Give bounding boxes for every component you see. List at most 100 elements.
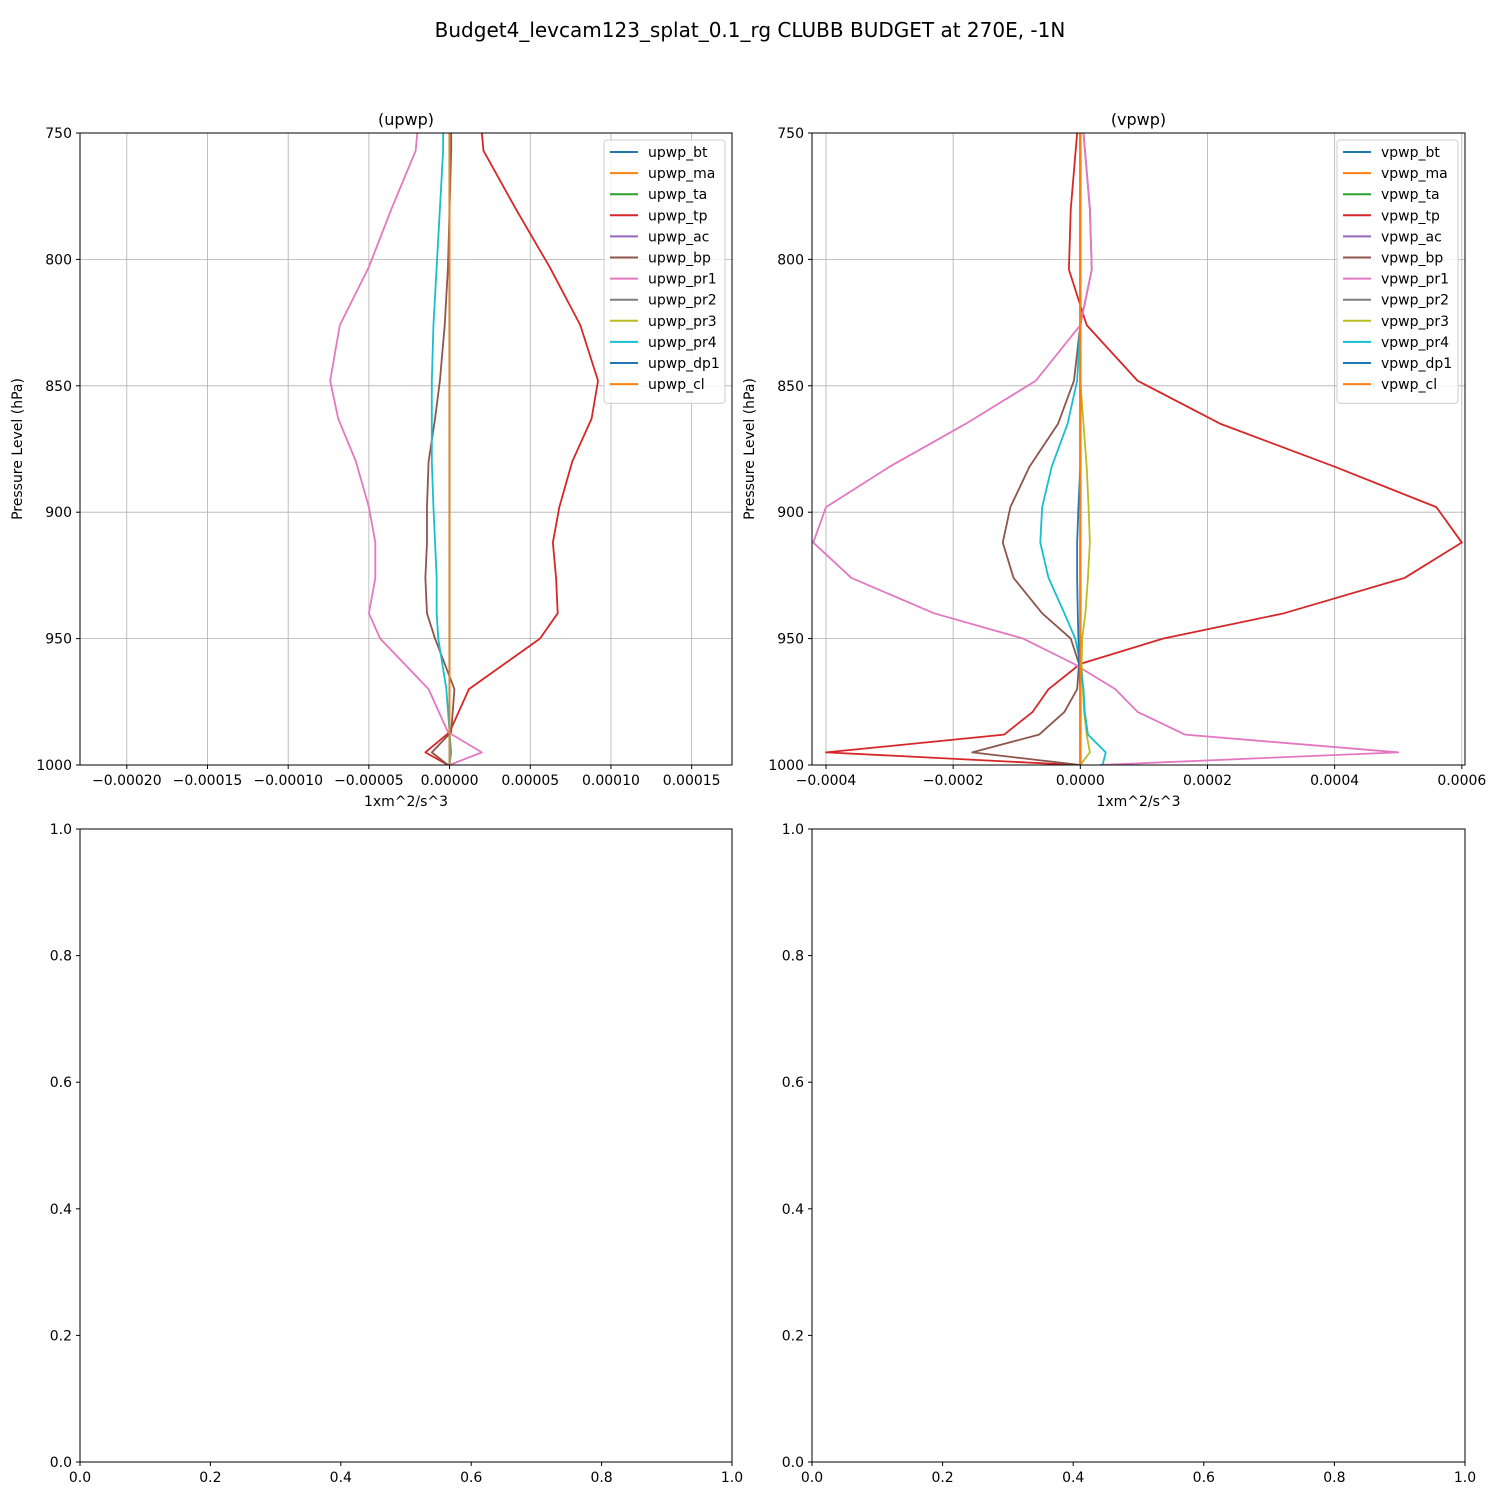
y-tick-label: 0.2 bbox=[782, 1328, 804, 1344]
legend-entry: upwp_ac bbox=[648, 229, 709, 245]
x-tick-label: 1.0 bbox=[721, 1470, 743, 1486]
x-tick-label: 0.8 bbox=[1323, 1470, 1345, 1486]
x-tick-label: 0.2 bbox=[931, 1470, 953, 1486]
subplot-1: −0.00020 −0.00015 −0.00010 −0.00005 0.00000 0… bbox=[10, 110, 733, 810]
y-tick-label: 1.0 bbox=[782, 822, 804, 838]
y-tick-label: 0.0 bbox=[782, 1455, 804, 1471]
x-tick-label: 0.2 bbox=[199, 1470, 221, 1486]
legend-entry: upwp_dp1 bbox=[648, 356, 720, 372]
legend-entry: upwp_ma bbox=[648, 166, 715, 182]
x-tick-label: −0.00005 bbox=[334, 773, 404, 789]
legend-entry: vpwp_pr2 bbox=[1381, 293, 1449, 309]
y-tick-label: 0.4 bbox=[782, 1202, 804, 1218]
x-tick-label: 1.0 bbox=[1454, 1470, 1476, 1486]
legend-entry: upwp_pr1 bbox=[648, 272, 717, 288]
subplot-grid: −0.00020 −0.00015 −0.00010 −0.00005 0.00000 0… bbox=[10, 110, 1486, 1486]
y-tick-label: 1.0 bbox=[50, 822, 72, 838]
x-tick-label: −0.00010 bbox=[253, 773, 323, 789]
x-tick-label: 0.0 bbox=[69, 1470, 91, 1486]
x-tick-label: 0.0 bbox=[801, 1470, 823, 1486]
axes-frame bbox=[811, 132, 1466, 766]
legend-entry: vpwp_cl bbox=[1381, 377, 1437, 393]
axes-frame bbox=[811, 828, 1466, 1463]
y-tick-label: 0.2 bbox=[50, 1328, 72, 1344]
x-tick-label: −0.00020 bbox=[92, 773, 162, 789]
y-tick-label: 0.6 bbox=[50, 1075, 72, 1091]
legend-entry: upwp_cl bbox=[648, 377, 705, 393]
x-tick-label: 0.0006 bbox=[1437, 773, 1486, 789]
y-axis-label: Pressure Level (hPa) bbox=[742, 378, 758, 520]
y-tick-label: 850 bbox=[777, 379, 804, 395]
axes-frame bbox=[79, 828, 733, 1463]
y-tick-label: 800 bbox=[45, 252, 72, 268]
legend-entry: upwp_pr2 bbox=[648, 293, 717, 309]
legend-entry: upwp_ta bbox=[648, 187, 707, 203]
axes-frame bbox=[79, 132, 733, 766]
legend-entry: vpwp_ta bbox=[1381, 187, 1440, 203]
x-tick-label: 0.0002 bbox=[1183, 773, 1232, 789]
x-tick-label: 0.00005 bbox=[501, 773, 559, 789]
legend: upwp_bt upwp_ma upwp_ta upwp_tp upwp_ac upwp_… bbox=[603, 139, 726, 404]
series-line-upwp_pr1 bbox=[329, 133, 483, 765]
x-tick-label: −0.0002 bbox=[923, 773, 984, 789]
x-axis-label: 1xm^2/s^3 bbox=[364, 794, 448, 810]
x-tick-label: 0.8 bbox=[590, 1470, 612, 1486]
x-tick-label: −0.00015 bbox=[173, 773, 243, 789]
legend-entry: vpwp_bt bbox=[1381, 145, 1440, 161]
legend-entry: vpwp_dp1 bbox=[1381, 356, 1452, 372]
y-tick-label: 750 bbox=[45, 126, 72, 142]
x-tick-label: 0.6 bbox=[460, 1470, 482, 1486]
legend-entry: upwp_tp bbox=[648, 208, 708, 224]
legend-box bbox=[1336, 139, 1459, 404]
y-tick-label: 1000 bbox=[768, 758, 804, 774]
x-tick-label: 0.00000 bbox=[421, 773, 479, 789]
y-tick-label: 0.0 bbox=[50, 1455, 72, 1471]
y-tick-label: 0.8 bbox=[782, 949, 804, 965]
x-tick-label: −0.0004 bbox=[796, 773, 857, 789]
y-tick-label: 950 bbox=[777, 632, 804, 648]
y-tick-label: 0.8 bbox=[50, 949, 72, 965]
legend-entry: upwp_bp bbox=[648, 251, 711, 267]
y-tick-label: 0.6 bbox=[782, 1075, 804, 1091]
series-lines bbox=[329, 133, 599, 765]
series-line-vpwp_tp bbox=[825, 133, 1463, 765]
y-tick-label: 0.4 bbox=[50, 1202, 72, 1218]
series-line-upwp_bp bbox=[424, 133, 456, 765]
y-tick-label: 750 bbox=[777, 126, 804, 142]
legend-entry: vpwp_pr3 bbox=[1381, 314, 1449, 330]
subplot-title: (vpwp) bbox=[1111, 110, 1166, 129]
x-tick-label: 0.0004 bbox=[1310, 773, 1359, 789]
y-tick-label: 850 bbox=[45, 379, 72, 395]
subplot-4: 0.0 0.2 0.4 0.6 0.8 1.0 0.0 0.2 0.4 0.6 0.8 1.0 bbox=[782, 822, 1476, 1486]
x-tick-label: 0.0000 bbox=[1056, 773, 1105, 789]
legend-entry: vpwp_ma bbox=[1381, 166, 1448, 182]
x-tick-label: 0.4 bbox=[1062, 1470, 1084, 1486]
legend-entry: upwp_bt bbox=[648, 145, 708, 161]
legend-entry: vpwp_ac bbox=[1381, 229, 1442, 245]
legend-entry: upwp_pr4 bbox=[648, 335, 717, 351]
figure-suptitle: Budget4_levcam123_splat_0.1_rg CLUBB BUD… bbox=[435, 18, 1066, 42]
y-tick-label: 1000 bbox=[36, 758, 72, 774]
series-line-vpwp_pr1 bbox=[812, 133, 1400, 765]
subplot-3: 0.0 0.2 0.4 0.6 0.8 1.0 0.0 0.2 0.4 0.6 0.8 1.0 bbox=[50, 822, 743, 1486]
x-tick-label: 0.00010 bbox=[582, 773, 640, 789]
x-tick-label: 0.4 bbox=[330, 1470, 352, 1486]
y-tick-label: 900 bbox=[45, 505, 72, 521]
x-tick-label: 0.00015 bbox=[663, 773, 721, 789]
x-axis-label: 1xm^2/s^3 bbox=[1096, 794, 1180, 810]
legend-box bbox=[603, 139, 726, 404]
series-line-upwp_pr4 bbox=[430, 133, 453, 765]
legend: vpwp_bt vpwp_ma vpwp_ta vpwp_tp vpwp_ac vpwp_… bbox=[1336, 139, 1459, 404]
series-lines bbox=[812, 133, 1463, 765]
legend-entry: vpwp_pr4 bbox=[1381, 335, 1449, 351]
legend-entry: vpwp_pr1 bbox=[1381, 272, 1449, 288]
x-tick-label: 0.6 bbox=[1193, 1470, 1215, 1486]
subplot-title: (upwp) bbox=[378, 110, 434, 129]
y-tick-label: 800 bbox=[777, 252, 804, 268]
y-axis-label: Pressure Level (hPa) bbox=[10, 378, 26, 520]
legend-entry: vpwp_bp bbox=[1381, 251, 1443, 267]
y-tick-label: 900 bbox=[777, 505, 804, 521]
y-tick-label: 950 bbox=[45, 632, 72, 648]
